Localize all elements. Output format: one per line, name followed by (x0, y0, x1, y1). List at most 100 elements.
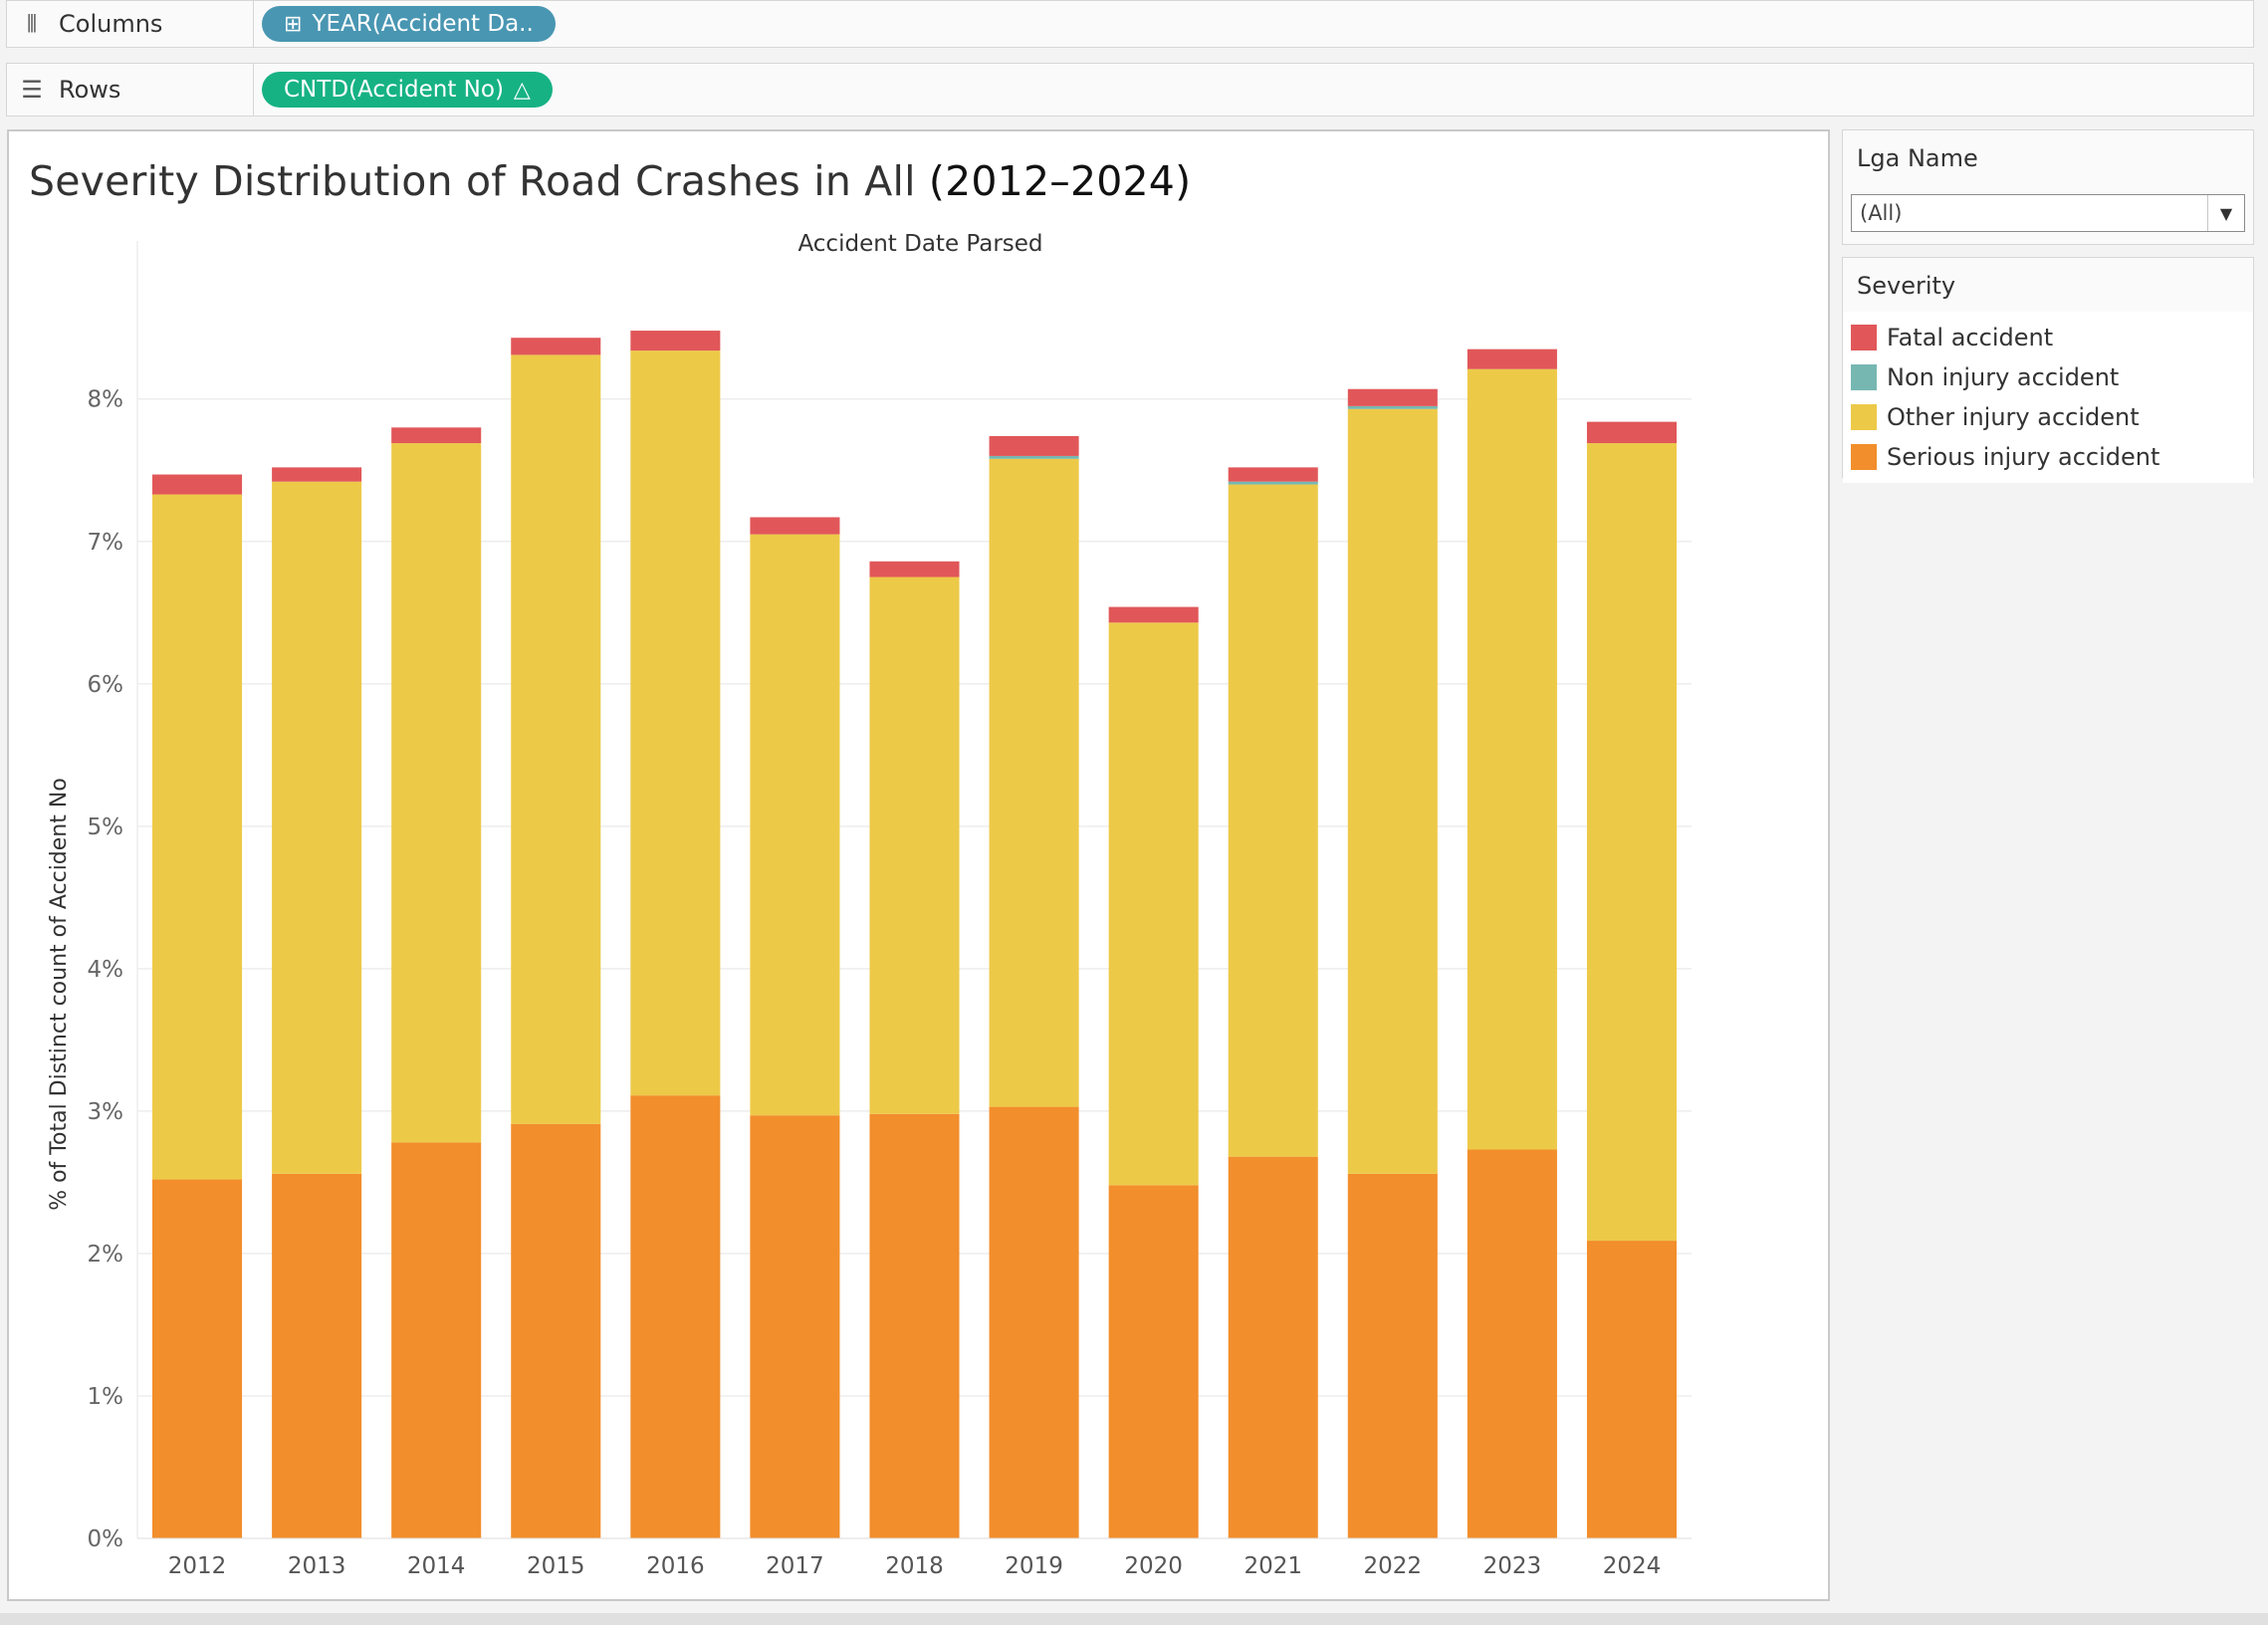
rows-shelf-label: ☰ Rows (7, 64, 254, 116)
bar-segment-fatal-accident (1586, 421, 1677, 444)
x-tick-label: 2017 (766, 1553, 824, 1579)
bar-segment-other-injury-accident (152, 494, 243, 1180)
x-tick-label: 2019 (1005, 1553, 1063, 1579)
legend-swatch (1851, 404, 1877, 430)
rows-shelf: ☰ Rows CNTD(Accident No) △ (6, 63, 2254, 116)
y-tick-label: 4% (88, 957, 124, 983)
y-tick-label: 2% (88, 1242, 124, 1268)
bar-segment-fatal-accident (989, 435, 1079, 456)
chart-panel: Severity Distribution of Road Crashes in… (7, 129, 1830, 1601)
bar-segment-other-injury-accident (750, 534, 840, 1116)
legend-label: Fatal accident (1887, 324, 2054, 351)
rows-label: Rows (59, 76, 121, 104)
legend-swatch (1851, 364, 1877, 390)
bar-segment-other-injury-accident (1467, 368, 1557, 1150)
columns-shelf-label: ⫴ Columns (7, 1, 254, 47)
x-tick-label: 2015 (527, 1553, 585, 1579)
bar-segment-serious-injury-accident (1586, 1241, 1677, 1538)
bar-segment-fatal-accident (511, 338, 601, 355)
legend-label: Other injury accident (1887, 403, 2140, 431)
lga-name-filter: Lga Name (All) ▼ (1842, 129, 2254, 245)
legend-item-serious-injury[interactable]: Serious injury accident (1843, 437, 2253, 477)
columns-label: Columns (59, 10, 163, 38)
bar-segment-non-injury-accident (1347, 405, 1438, 409)
bar-segment-fatal-accident (1108, 606, 1199, 623)
bar-segment-fatal-accident (630, 331, 721, 351)
bar-segment-serious-injury-accident (989, 1106, 1079, 1538)
bar-segment-serious-injury-accident (1467, 1149, 1557, 1538)
expand-icon[interactable]: ⊞ (284, 11, 303, 37)
legend-label: Non injury accident (1887, 363, 2120, 391)
bar-segment-non-injury-accident (989, 455, 1079, 459)
chart-title-main: Severity Distribution of Road Crashes in… (29, 157, 916, 205)
x-tick-label: 2022 (1364, 1553, 1423, 1579)
bar-segment-serious-injury-accident (630, 1095, 721, 1538)
bar-segment-fatal-accident (272, 467, 362, 482)
bar-segment-other-injury-accident (1228, 484, 1318, 1157)
bar-segment-serious-injury-accident (750, 1115, 840, 1538)
y-tick-label: 7% (88, 530, 124, 556)
bar-chart-plot: 0% 1% 2% 3% 4% 5% 6% 7% 8% % of Total Distinct co… (47, 241, 1692, 1579)
y-tick-label: 3% (88, 1099, 124, 1125)
filter-title: Lga Name (1857, 144, 1978, 172)
table-calc-delta-icon: △ (513, 77, 531, 103)
bar-segment-other-injury-accident (391, 443, 482, 1143)
x-tick-label: 2020 (1124, 1553, 1183, 1579)
bar-segment-fatal-accident (750, 517, 840, 535)
columns-pill-label: YEAR(Accident Da.. (312, 11, 534, 37)
legend-swatch (1851, 325, 1877, 350)
x-tick-label: 2024 (1603, 1553, 1662, 1579)
x-tick-label: 2023 (1483, 1553, 1542, 1579)
legend-label: Serious injury accident (1887, 443, 2160, 471)
chart-title: Severity Distribution of Road Crashes in… (29, 157, 1191, 205)
x-tick-label: 2021 (1244, 1553, 1302, 1579)
y-axis-title: % of Total Distinct count of Accident No (47, 778, 72, 1211)
columns-shelf: ⫴ Columns ⊞ YEAR(Accident Da.. (6, 0, 2254, 48)
legend-title: Severity (1857, 272, 1956, 300)
bar-segment-fatal-accident (869, 561, 960, 578)
y-tick-label: 1% (88, 1384, 124, 1410)
bar-segment-serious-injury-accident (1228, 1156, 1318, 1538)
year-accident-date-pill[interactable]: ⊞ YEAR(Accident Da.. (262, 6, 556, 42)
bar-segment-serious-injury-accident (272, 1173, 362, 1538)
bar-segment-fatal-accident (1467, 348, 1557, 369)
x-tick-label: 2016 (646, 1553, 705, 1579)
bar-segment-serious-injury-accident (152, 1179, 243, 1538)
bar-segment-fatal-accident (1347, 388, 1438, 406)
y-tick-label: 8% (88, 387, 124, 413)
legend-item-non-injury[interactable]: Non injury accident (1843, 357, 2253, 397)
rows-pill-label: CNTD(Accident No) (284, 77, 504, 103)
cntd-accident-no-pill[interactable]: CNTD(Accident No) △ (262, 72, 553, 108)
y-tick-label: 5% (88, 814, 124, 840)
bar-segment-serious-injury-accident (1347, 1173, 1438, 1538)
lga-name-dropdown-value: (All) (1860, 201, 1903, 225)
rows-icon: ☰ (21, 76, 43, 104)
lga-name-dropdown[interactable]: (All) ▼ (1851, 194, 2245, 232)
legend-swatch (1851, 444, 1877, 470)
bar-segment-other-injury-accident (1586, 443, 1677, 1242)
x-tick-label: 2013 (288, 1553, 346, 1579)
dropdown-caret-icon[interactable]: ▼ (2207, 195, 2244, 231)
column-header: Accident Date Parsed (797, 231, 1043, 257)
bar-segment-fatal-accident (152, 474, 243, 495)
bar-segment-other-injury-accident (989, 458, 1079, 1107)
chart-title-years: (2012–2024) (928, 157, 1192, 205)
legend-item-other-injury[interactable]: Other injury accident (1843, 397, 2253, 437)
bar-segment-serious-injury-accident (869, 1113, 960, 1538)
bar-segment-other-injury-accident (1347, 408, 1438, 1174)
bar-segment-serious-injury-accident (1108, 1185, 1199, 1538)
bar-segment-other-injury-accident (272, 481, 362, 1174)
severity-legend: Severity Fatal accident Non injury accid… (1842, 257, 2254, 483)
status-bar (0, 1613, 2268, 1625)
bar-segment-other-injury-accident (511, 354, 601, 1124)
legend-item-fatal[interactable]: Fatal accident (1843, 318, 2253, 357)
bar-segment-serious-injury-accident (391, 1142, 482, 1538)
bar-segment-other-injury-accident (869, 577, 960, 1114)
y-tick-label: 6% (88, 672, 124, 698)
bar-segment-fatal-accident (391, 427, 482, 444)
x-tick-label: 2014 (407, 1553, 466, 1579)
x-tick-label: 2018 (885, 1553, 944, 1579)
bar-segment-other-injury-accident (630, 350, 721, 1096)
bar-segment-non-injury-accident (1228, 481, 1318, 485)
legend-items: Fatal accident Non injury accident Other… (1843, 312, 2253, 483)
